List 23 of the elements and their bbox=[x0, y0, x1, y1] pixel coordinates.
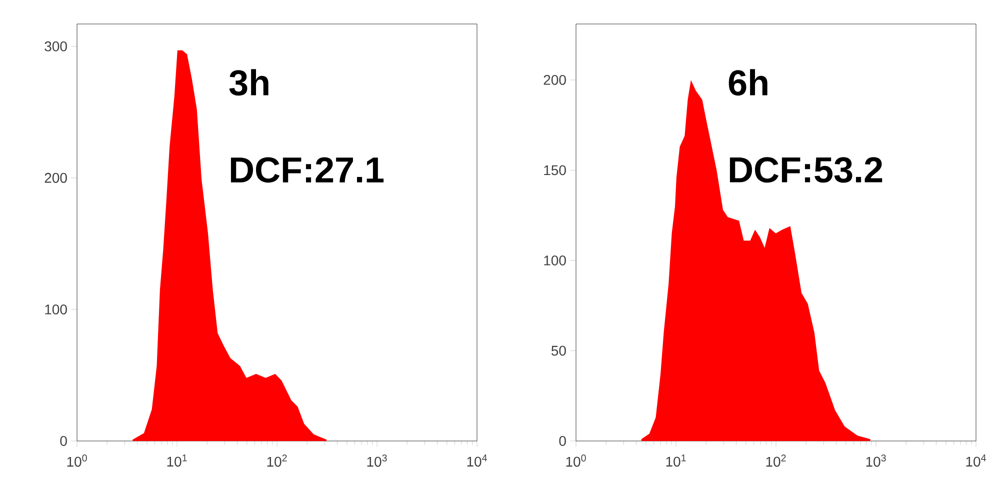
x-tick-label: 10$^{4}$ bbox=[966, 454, 986, 467]
x-tick-label: 10$^{1}$ bbox=[167, 454, 187, 467]
x-tick-label: 10$^{3}$ bbox=[367, 454, 387, 467]
annotation: 3h bbox=[229, 69, 268, 96]
y-tick-label: 0 bbox=[559, 436, 566, 446]
y-tick-label: 300 bbox=[44, 41, 67, 52]
y-tick-label: 50 bbox=[551, 346, 566, 356]
y-tick-label: 200 bbox=[44, 172, 67, 183]
x-tick-label: 10$^{4}$ bbox=[467, 454, 487, 467]
x-tick-label: 10$^{3}$ bbox=[866, 454, 886, 467]
y-tick-label: 150 bbox=[544, 165, 566, 176]
y-tick-label: 100 bbox=[544, 256, 566, 266]
x-tick-label: 10$^{2}$ bbox=[766, 454, 786, 467]
y-tick-label: 0 bbox=[60, 436, 67, 446]
x-tick-label: 10$^{0}$ bbox=[566, 454, 586, 467]
x-tick-label: 10$^{2}$ bbox=[267, 454, 287, 467]
y-tick-label: 200 bbox=[544, 74, 566, 85]
y-tick-label: 100 bbox=[45, 304, 67, 314]
annotation: 6h bbox=[728, 69, 768, 96]
annotation: DCF:53.2 bbox=[730, 157, 882, 183]
annotation: DCF:27.1 bbox=[230, 157, 384, 183]
x-tick-label: 10$^{1}$ bbox=[666, 454, 686, 467]
x-tick-label: 10$^{0}$ bbox=[67, 454, 87, 467]
